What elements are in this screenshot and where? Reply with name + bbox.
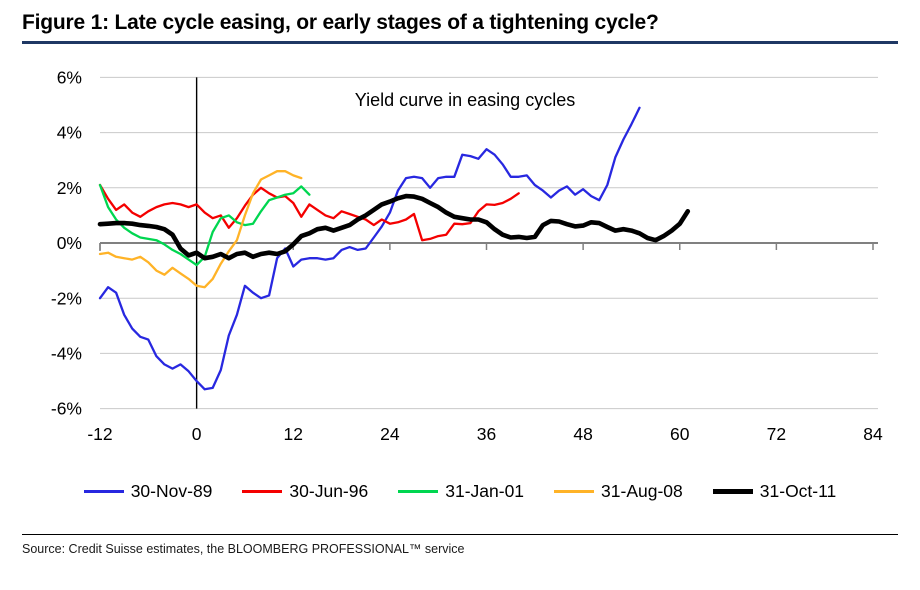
legend-swatch-blue bbox=[83, 489, 124, 493]
y-tick-label: 2% bbox=[57, 178, 82, 198]
y-tick-label: 4% bbox=[57, 123, 82, 143]
x-tick-label: 36 bbox=[477, 424, 496, 444]
y-tick-label: -4% bbox=[51, 344, 82, 364]
figure-header: Figure 1: Late cycle easing, or early st… bbox=[0, 0, 920, 44]
y-tick-label: 6% bbox=[57, 68, 82, 88]
x-tick-label: 0 bbox=[192, 424, 202, 444]
legend-label: 31-Aug-08 bbox=[601, 480, 683, 501]
chart-canvas: 6% 4% 2% 0% -2% -4% -6%-12 0 12 24 36 48 60 72 84 Yield… bbox=[51, 68, 883, 444]
x-tick-label: 72 bbox=[767, 424, 786, 444]
source-text: Source: Credit Suisse estimates, the BLO… bbox=[22, 542, 465, 556]
legend-swatch-black bbox=[712, 488, 753, 494]
legend-swatch-red bbox=[242, 489, 283, 493]
legend-item-31-aug-08: 31-Aug-08 bbox=[554, 481, 683, 502]
legend-swatch-green bbox=[398, 489, 439, 493]
chart-annotation: Yield curve in easing cycles bbox=[355, 90, 575, 110]
legend-item-30-jun-96: 30-Jun-96 bbox=[242, 481, 368, 502]
chart-legend: 30-Nov-89 30-Jun-96 31-Jan-01 31-Aug-08 … bbox=[0, 479, 920, 503]
legend-item-30-nov-89: 30-Nov-89 bbox=[83, 480, 213, 502]
x-tick-label: 60 bbox=[670, 424, 690, 444]
title-underline bbox=[22, 41, 898, 44]
legend-swatch-orange bbox=[554, 489, 595, 493]
source-divider bbox=[22, 534, 898, 535]
x-tick-label: 12 bbox=[284, 424, 303, 444]
legend-label: 30-Nov-89 bbox=[130, 480, 213, 501]
series-line-31-Oct-11 bbox=[97, 193, 691, 261]
figure-title: Figure 1: Late cycle easing, or early st… bbox=[22, 11, 659, 34]
legend-label: 31-Oct-11 bbox=[759, 480, 837, 501]
legend-item-31-jan-01: 31-Jan-01 bbox=[398, 481, 524, 502]
series-line-30-Nov-89 bbox=[98, 106, 641, 391]
yield-curve-chart: 6% 4% 2% 0% -2% -4% -6% -12 0 12 24 36 48 60 72 84 Yield… bbox=[0, 50, 920, 470]
y-tick-label: 0% bbox=[57, 233, 82, 253]
series-line-31-Aug-08 bbox=[98, 170, 303, 289]
x-tick-label: 48 bbox=[573, 424, 592, 444]
x-tick-label: 24 bbox=[380, 424, 400, 444]
y-tick-label: -2% bbox=[51, 288, 82, 308]
x-tick-label: -12 bbox=[87, 424, 112, 444]
legend-label: 31-Jan-01 bbox=[445, 480, 525, 501]
x-tick-label: 84 bbox=[863, 424, 883, 444]
legend-item-31-oct-11: 31-Oct-11 bbox=[712, 480, 837, 502]
legend-label: 30-Jun-96 bbox=[289, 480, 369, 501]
y-tick-label: -6% bbox=[51, 399, 82, 419]
series-line-30-Jun-96 bbox=[98, 183, 520, 242]
